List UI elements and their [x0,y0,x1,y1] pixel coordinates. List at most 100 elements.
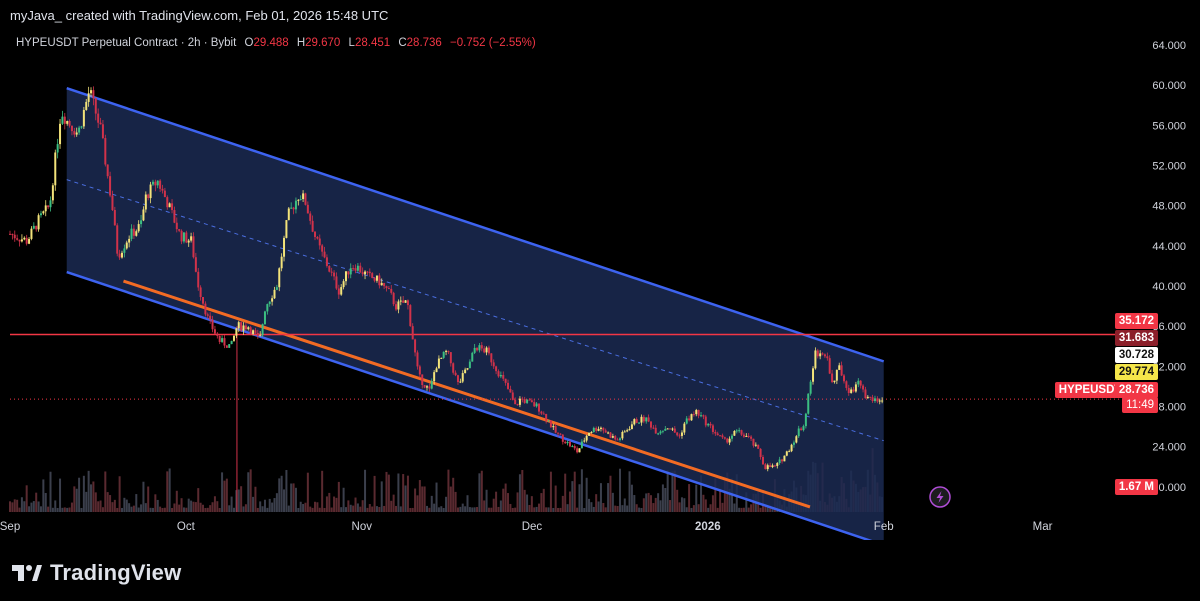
channel-lower-line[interactable] [66,270,884,540]
candle-body [109,176,112,196]
candle-body [673,428,676,433]
candle-body [738,430,741,432]
candle-body [347,271,350,275]
candle-body [290,207,293,209]
volume-bar [552,507,555,512]
candle-body [585,435,588,441]
time-axis-tick-label: Mar [1033,521,1053,533]
tradingview-logo[interactable]: TradingView [12,560,181,586]
candle-body [476,347,479,351]
candle-body [728,438,731,443]
volume-bar [583,507,586,512]
candle-body [416,352,419,367]
volume-bar [759,507,762,512]
candle-body [609,432,612,438]
brand-name: TradingView [50,560,182,585]
volume-bar [430,495,433,512]
volume-bar [490,507,493,512]
candle-body [454,372,457,376]
candle-body [280,256,283,269]
time-axis-tick-label: Dec [522,521,543,533]
volume-bar [535,506,538,512]
volume-bar [666,470,669,512]
candle-body [485,347,488,353]
candle-body [199,287,202,298]
candle-body [323,251,326,258]
candle-body [204,303,207,315]
volume-bar [414,488,417,512]
volume-bar [652,503,655,512]
candle-body [685,418,688,424]
volume-bar [237,489,240,512]
channel-midline[interactable] [66,179,884,442]
candle-body [35,225,38,230]
candle-body [785,451,788,456]
volume-bar [454,491,457,512]
price-axis-tick-label: 48.000 [1152,201,1186,213]
candle-body [135,231,138,236]
candle-body [533,402,536,407]
candle-body [132,228,135,236]
candle-body [823,354,826,357]
candle-body [252,330,255,334]
time-axis[interactable]: Sep Oct Nov Dec 2026 Feb Mar [0,521,1053,533]
volume-bar [123,497,126,512]
volume-bar [366,507,369,512]
symbol-legend[interactable]: HYPEUSDT Perpetual Contract · 2h · Bybit… [16,37,536,49]
candle-body [752,438,755,446]
candle-body [278,268,281,288]
candle-body [442,351,445,358]
price-axis-tick-label: 28.000 [1152,402,1186,414]
candle-body [44,205,47,212]
open-value: 29.488 [253,37,289,49]
volume-bar [604,507,607,512]
candle-body [831,373,834,383]
volume-bar [56,507,59,512]
candle-body [194,257,197,272]
candle-body [795,436,798,443]
volume-bar [740,507,743,512]
candle-body [695,410,698,415]
candle-body [125,242,128,249]
candle-body [190,236,193,241]
candle-body [821,353,824,355]
support-trendline[interactable] [123,279,811,509]
candle-body [309,213,312,221]
volume-bar [166,471,169,512]
candle-body [640,416,643,423]
volume-bar [533,507,536,512]
volume-bar [68,507,71,512]
candle-body [299,199,302,201]
candle-body [719,435,722,437]
price-axis[interactable]: 64.000 60.000 56.000 52.000 48.000 44.000 40.0… [1152,40,1186,494]
price-chart[interactable]: 64.000 60.000 56.000 52.000 48.000 44.000 40.0… [0,0,1200,540]
lightning-icon[interactable] [929,486,951,508]
candle-body [340,287,343,295]
volume-bar [676,489,679,512]
candle-body [268,301,271,305]
candle-body [595,427,598,431]
low-value: 28.451 [354,37,391,49]
volume-bar [373,475,376,512]
price-tag-yellow: 29.774 [1114,364,1158,380]
channel-upper-line[interactable] [66,87,885,363]
candle-body [182,232,185,242]
candle-body [230,340,233,345]
candle-body [82,109,85,127]
candle-body [676,432,679,436]
candle-body [723,437,726,439]
volume-bar [480,470,483,512]
volume-bar [242,506,245,512]
volume-bar [406,475,409,512]
volume-bar [140,504,143,512]
candle-body [428,386,431,389]
volume-bar [647,492,650,512]
volume-bar [259,501,262,512]
candle-body [80,126,83,128]
candle-body [285,220,288,238]
volume-bar [192,501,195,512]
candle-body [426,386,428,388]
candle-body [249,327,252,334]
volume-bar [309,506,312,512]
volume-bar [385,471,388,512]
